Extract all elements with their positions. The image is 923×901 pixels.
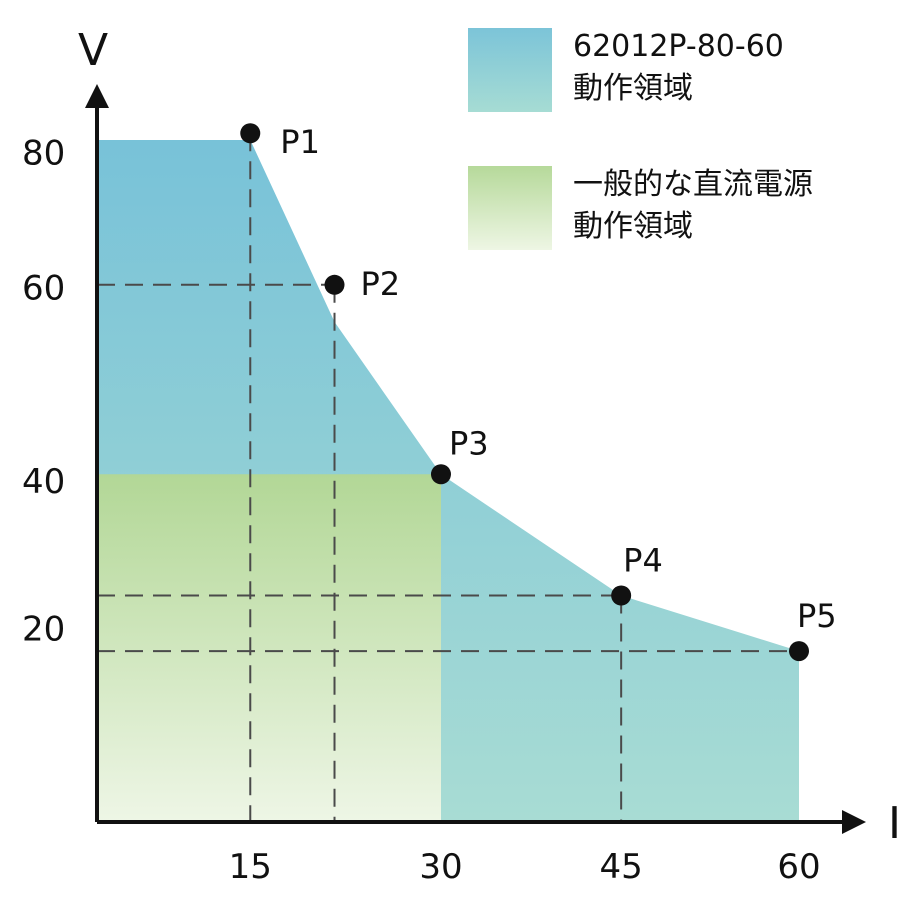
y-axis-label: V xyxy=(78,25,108,76)
point-label-p3: P3 xyxy=(449,424,489,462)
point-p3 xyxy=(430,464,451,485)
x-tick-15: 15 xyxy=(229,847,272,887)
legend-label-1-line2: 動作領域 xyxy=(573,71,693,106)
x-axis-arrow xyxy=(842,810,866,834)
point-p2 xyxy=(324,274,345,295)
legend-swatch-2 xyxy=(468,166,552,250)
y-tick-80: 80 xyxy=(22,134,65,174)
legend-label-2-line2: 動作領域 xyxy=(573,209,693,244)
y-tick-40: 40 xyxy=(22,462,65,502)
point-label-p5: P5 xyxy=(797,597,837,635)
area-series-2 xyxy=(97,474,441,822)
tick-labels: 15 30 45 60 20 40 60 80 xyxy=(22,134,821,887)
point-p1 xyxy=(240,123,261,144)
point-label-p4: P4 xyxy=(623,542,663,580)
x-tick-45: 45 xyxy=(600,847,643,887)
x-tick-60: 60 xyxy=(777,847,820,887)
axes: VI xyxy=(78,25,901,849)
point-p4 xyxy=(611,585,632,606)
legend-label-1-line1: 62012P-80-60 xyxy=(573,29,784,64)
point-p5 xyxy=(789,641,809,662)
guide-lines xyxy=(97,133,799,822)
point-label-p2: P2 xyxy=(361,265,401,303)
y-tick-60: 60 xyxy=(22,268,65,308)
data-points: P1 P2 P3 P4 P5 xyxy=(240,123,837,662)
legend-label-2-line1: 一般的な直流電源 xyxy=(573,167,813,202)
y-axis-arrow xyxy=(85,84,109,108)
legend-swatch-1 xyxy=(468,28,552,112)
point-label-p1: P1 xyxy=(280,123,320,161)
y-tick-20: 20 xyxy=(22,609,65,649)
x-tick-30: 30 xyxy=(419,847,462,887)
x-axis-label: I xyxy=(888,798,901,849)
